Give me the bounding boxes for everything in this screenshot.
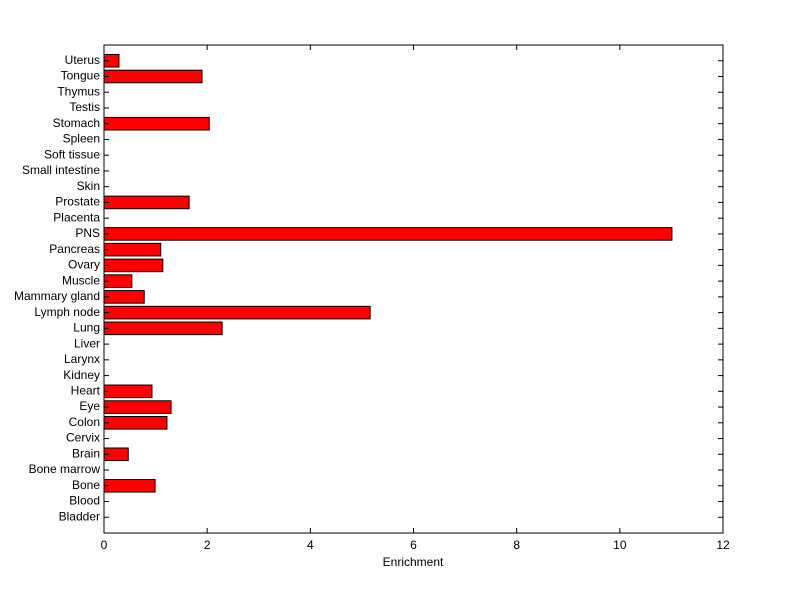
y-tick-label: Brain xyxy=(72,446,100,460)
x-tick-label: 0 xyxy=(101,538,108,552)
y-tick-label: Liver xyxy=(74,336,100,350)
bar xyxy=(103,305,371,320)
y-tick-label: Pancreas xyxy=(49,242,100,256)
y-tick-label: Bone xyxy=(72,478,100,492)
y-tick-label: Testis xyxy=(69,100,100,114)
bar xyxy=(103,195,190,210)
bar xyxy=(103,69,203,84)
x-tick-label: 10 xyxy=(613,538,627,552)
y-tick-label: Bladder xyxy=(59,509,100,523)
y-tick-label: Tongue xyxy=(61,69,101,83)
bar xyxy=(103,242,162,257)
y-tick-label: Kidney xyxy=(63,368,100,382)
y-tick-label: Small intestine xyxy=(22,163,100,177)
x-tick-label: 2 xyxy=(204,538,211,552)
bar xyxy=(103,384,153,399)
y-tick-label: Stomach xyxy=(53,116,100,130)
y-tick-label: Lymph node xyxy=(34,305,100,319)
y-tick-label: Skin xyxy=(77,179,100,193)
y-tick-label: Larynx xyxy=(64,352,100,366)
bar xyxy=(103,321,223,336)
y-tick-label: Bone marrow xyxy=(29,462,101,476)
y-tick-label: Thymus xyxy=(57,84,100,98)
y-tick-label: Soft tissue xyxy=(44,147,100,161)
bar xyxy=(103,116,210,131)
y-tick-label: Prostate xyxy=(55,195,100,209)
y-tick-label: Cervix xyxy=(66,431,100,445)
y-tick-label: Spleen xyxy=(63,132,100,146)
bar xyxy=(103,400,172,414)
y-tick-label: Mammary gland xyxy=(14,289,100,303)
bar xyxy=(103,290,145,304)
x-axis-label: Enrichment xyxy=(383,555,444,569)
y-tick-label: Lung xyxy=(73,321,100,335)
x-tick-label: 4 xyxy=(307,538,314,552)
axes-box xyxy=(103,44,724,534)
x-tick-label: 8 xyxy=(513,538,520,552)
y-tick-label: Placenta xyxy=(53,210,100,224)
y-tick-label: Eye xyxy=(79,399,100,413)
x-tick-label: 12 xyxy=(716,538,730,552)
bar xyxy=(103,258,164,273)
bar xyxy=(103,416,168,430)
bar xyxy=(103,227,673,241)
y-tick-label: Blood xyxy=(69,494,100,508)
y-tick-label: Ovary xyxy=(68,258,100,272)
y-tick-label: PNS xyxy=(75,226,100,240)
y-tick-label: Heart xyxy=(71,383,101,397)
y-tick-label: Muscle xyxy=(62,273,100,287)
x-tick-label: 6 xyxy=(410,538,417,552)
bar xyxy=(103,478,156,493)
y-tick-label: Colon xyxy=(69,415,100,429)
y-tick-label: Uterus xyxy=(65,53,100,67)
